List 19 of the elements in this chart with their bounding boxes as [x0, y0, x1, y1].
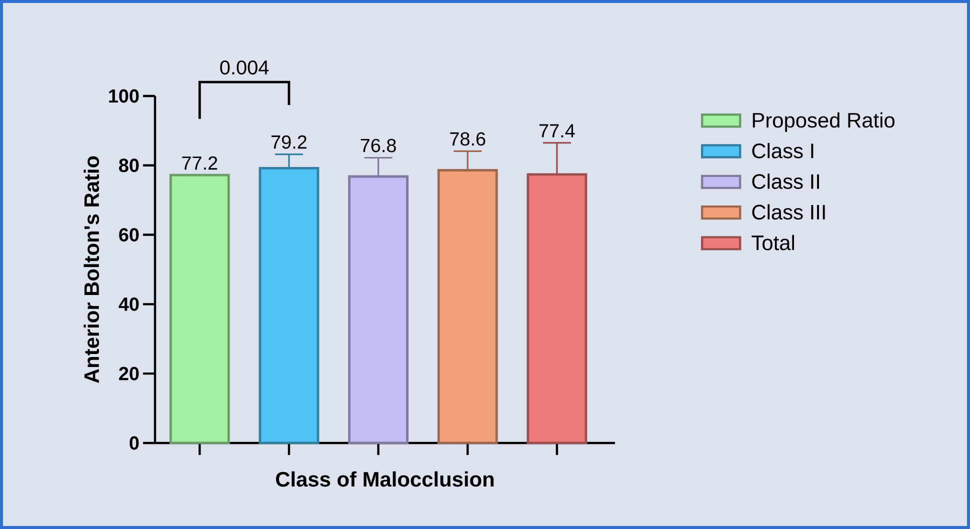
- y-tick-label: 60: [119, 228, 139, 242]
- legend-label: Class II: [752, 174, 819, 189]
- legend-label: Class III: [752, 204, 825, 220]
- data-label: 77.2: [182, 156, 218, 170]
- data-label: 79.2: [272, 135, 306, 149]
- y-tick-label: 20: [119, 366, 139, 380]
- y-tick-label: 80: [119, 158, 139, 172]
- data-label: 77.4: [540, 124, 575, 138]
- y-tick-label: 0: [130, 436, 139, 450]
- data-label: 78.6: [450, 132, 486, 146]
- text: 0.004: [220, 60, 269, 75]
- legend-label: Total: [752, 234, 794, 250]
- data-label: 76.8: [360, 138, 396, 152]
- legend-label: Proposed Ratio: [752, 112, 894, 132]
- y-axis-title: Anterior Bolton's Ratio: [84, 156, 100, 384]
- y-tick-label: 100: [109, 89, 139, 103]
- x-axis-title: Class of Malocclusion: [276, 471, 494, 487]
- y-tick-label: 40: [118, 297, 139, 311]
- legend-label: Class I: [752, 142, 814, 158]
